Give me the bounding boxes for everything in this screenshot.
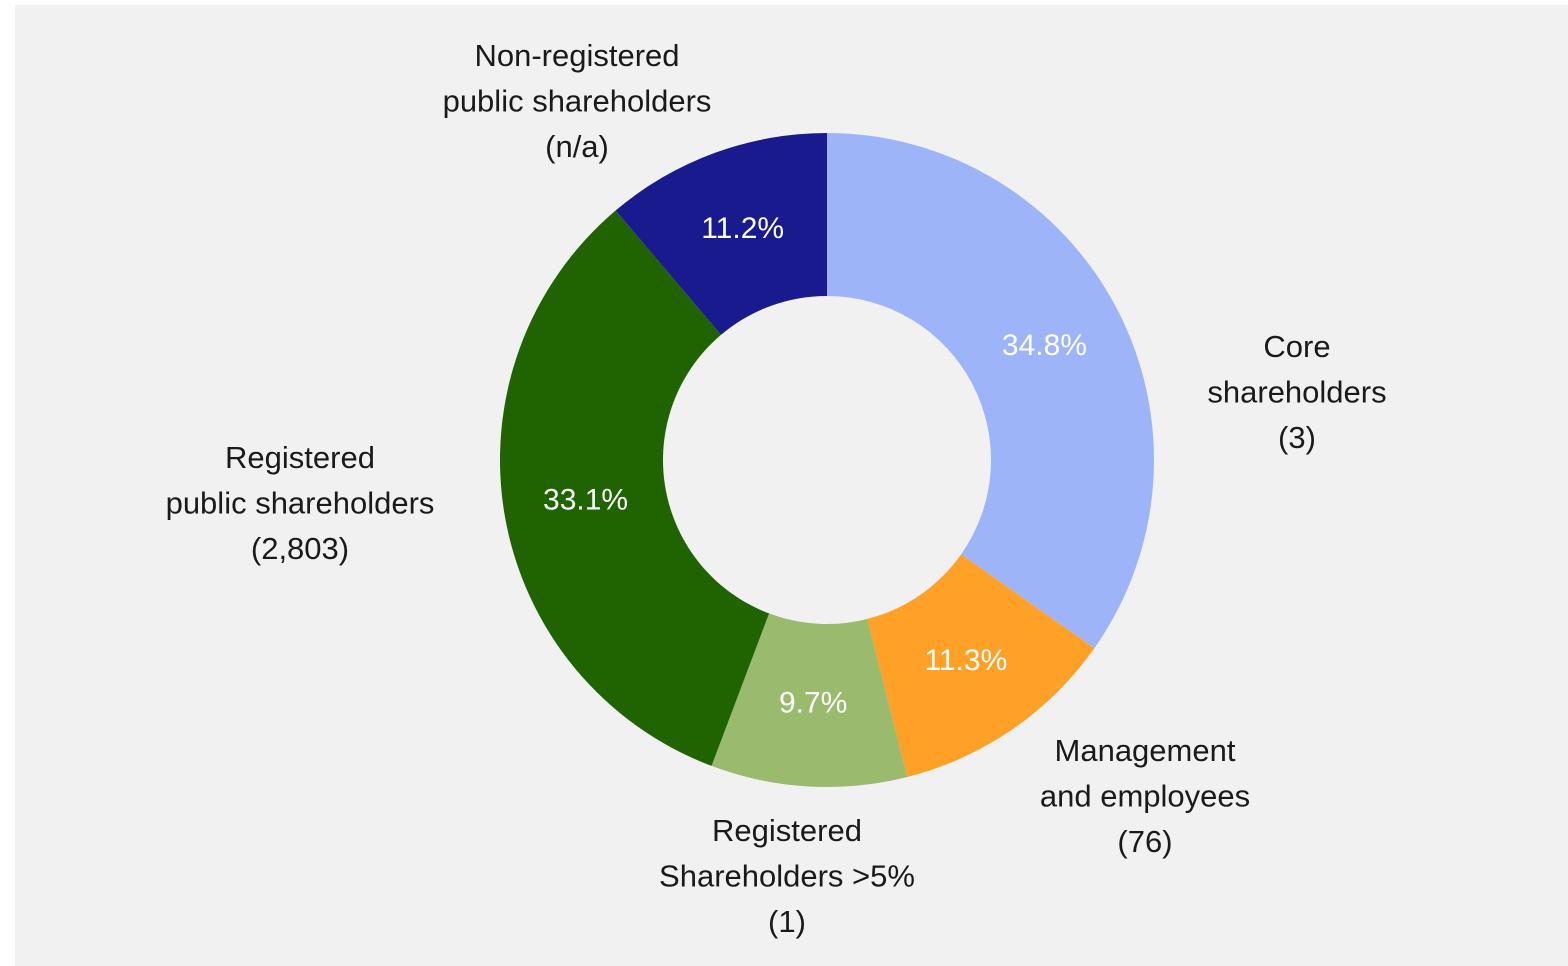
category-label: Shareholders >5%: [659, 859, 915, 894]
donut-segment: [615, 133, 827, 335]
category-label: Core: [1263, 329, 1330, 364]
category-label: shareholders: [1207, 375, 1386, 410]
value-label: 11.2%: [701, 212, 784, 245]
donut-segment: [827, 133, 1154, 649]
value-label: 11.3%: [924, 644, 1007, 677]
category-label: Non-registered: [474, 38, 679, 73]
category-label: Management: [1055, 733, 1236, 768]
category-label: (n/a): [545, 129, 609, 164]
category-label: (76): [1117, 824, 1172, 859]
category-label: (3): [1278, 420, 1316, 455]
value-label: 9.7%: [779, 687, 847, 720]
category-label: Registered: [712, 813, 862, 848]
category-label: (1): [768, 904, 806, 939]
category-label: and employees: [1040, 779, 1250, 814]
value-label: 33.1%: [543, 484, 628, 517]
value-label: 34.8%: [1002, 329, 1087, 362]
category-label: public shareholders: [443, 84, 712, 119]
donut-segment: [867, 554, 1095, 778]
donut-segment: [711, 613, 908, 787]
donut-segment: [499, 210, 770, 766]
category-label: public shareholders: [166, 486, 435, 521]
category-label: (2,803): [251, 531, 349, 566]
category-label: Registered: [225, 440, 375, 475]
